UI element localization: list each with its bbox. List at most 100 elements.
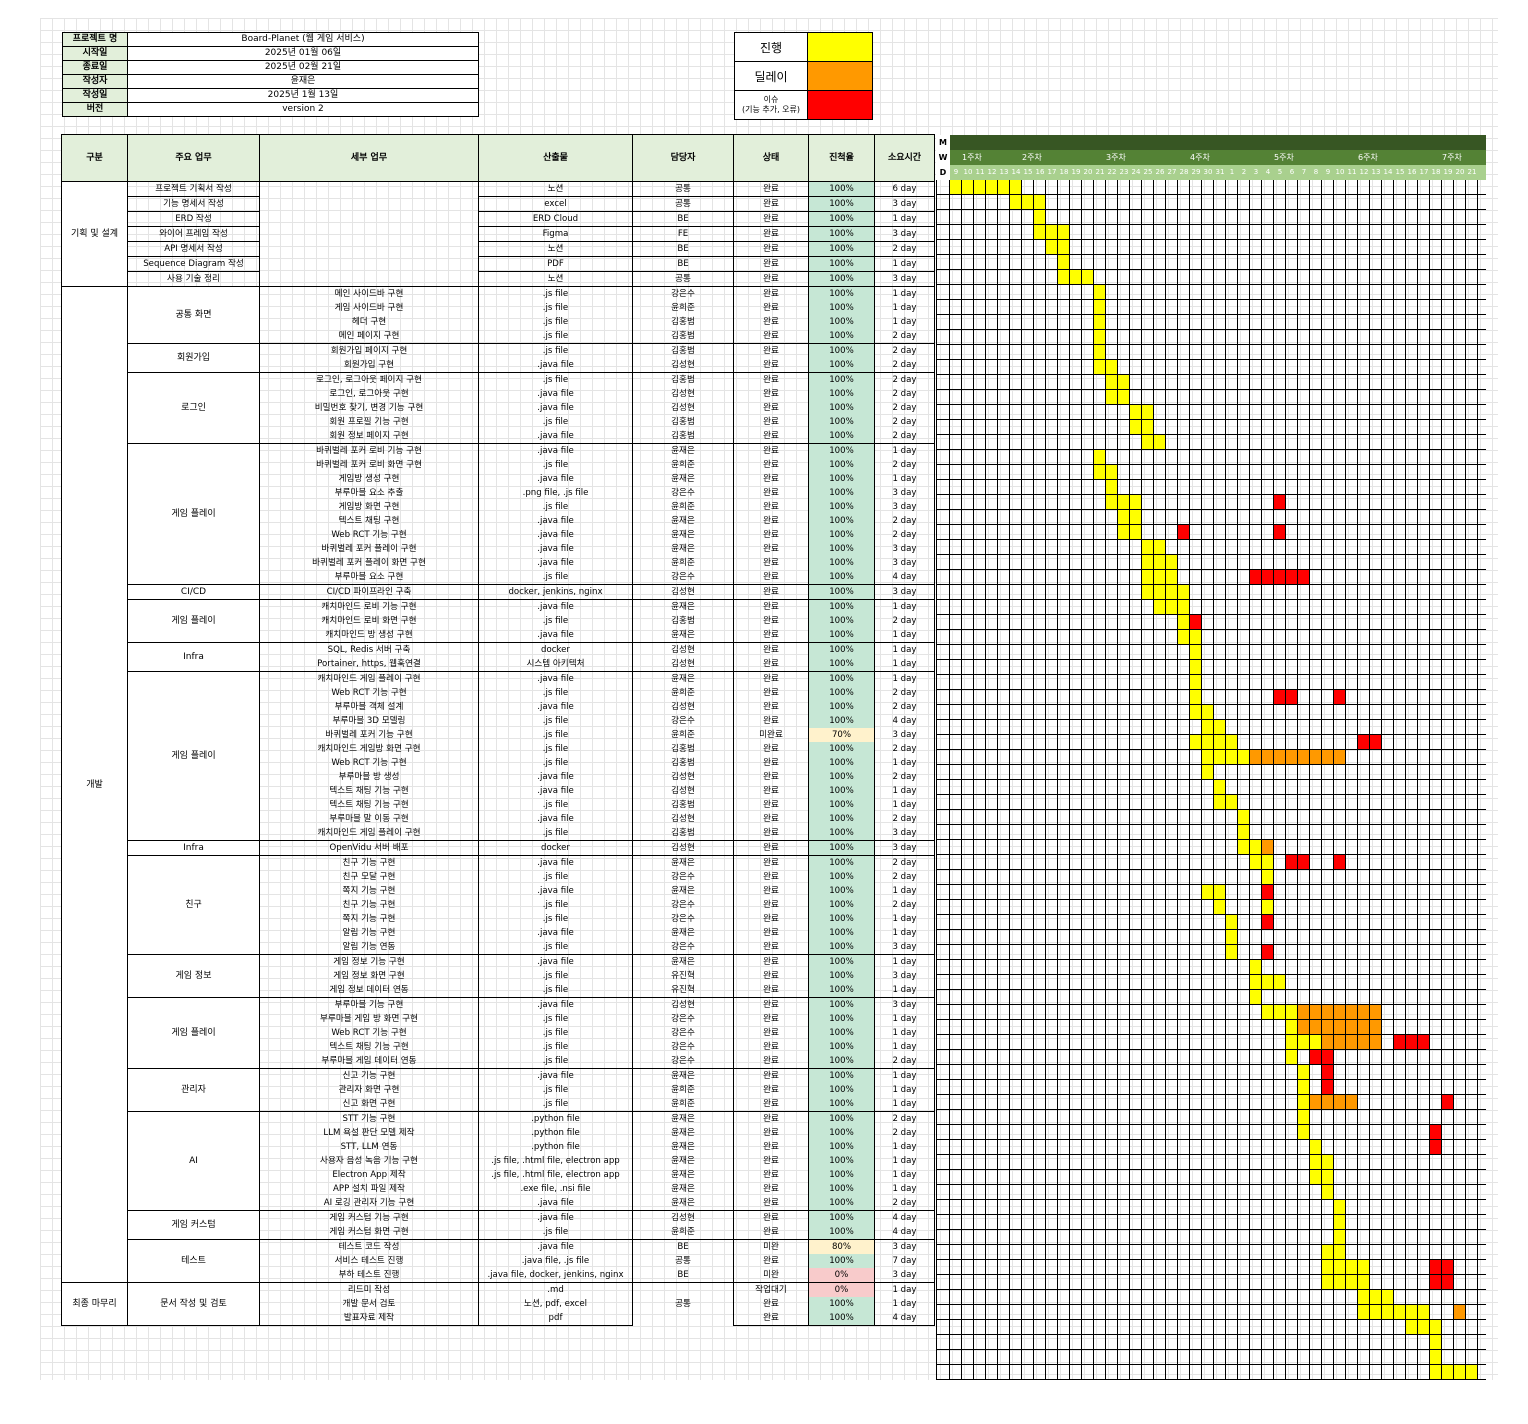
detail-task-cell[interactable]: 서비스 테스트 진행 — [259, 1254, 479, 1268]
progress-cell[interactable]: 100% — [808, 798, 875, 812]
gantt-bar[interactable] — [1310, 1140, 1322, 1154]
output-cell[interactable]: .js file, .html file, electron app — [478, 1168, 633, 1182]
hours-cell[interactable]: 2 day — [874, 870, 935, 884]
detail-task-cell[interactable]: STT, LLM 연동 — [259, 1140, 479, 1154]
detail-task-cell[interactable]: 캐치마인드 로비 화면 구현 — [259, 614, 479, 628]
gantt-bar[interactable] — [1190, 615, 1202, 629]
hours-cell[interactable]: 1 day — [874, 642, 935, 657]
output-cell[interactable]: .js file — [478, 728, 633, 742]
status-cell[interactable]: 완료 — [733, 714, 809, 728]
output-cell[interactable]: .js file — [478, 315, 633, 329]
output-cell[interactable]: .js file — [478, 870, 633, 884]
header-major-task[interactable]: 주요 업무 — [127, 134, 260, 182]
detail-task-cell[interactable]: 텍스트 채팅 기능 구현 — [259, 798, 479, 812]
detail-task-cell[interactable]: 친구 기능 구현 — [259, 898, 479, 912]
progress-cell[interactable]: 100% — [808, 401, 875, 415]
detail-task-cell[interactable]: 바퀴벌레 포커 플레이 구현 — [259, 542, 479, 556]
progress-cell[interactable]: 100% — [808, 570, 875, 585]
status-cell[interactable]: 미완 — [733, 1268, 809, 1283]
gantt-bar[interactable] — [1250, 990, 1262, 1004]
progress-cell[interactable]: 100% — [808, 1012, 875, 1026]
detail-task-cell[interactable]: 헤더 구현 — [259, 315, 479, 329]
owner-cell[interactable]: 강은수 — [632, 570, 734, 585]
owner-cell[interactable]: 김성현 — [632, 840, 734, 856]
progress-cell[interactable]: 100% — [808, 1225, 875, 1240]
gantt-bar[interactable] — [950, 180, 1022, 194]
gantt-bar[interactable] — [1310, 1050, 1334, 1064]
detail-task-cell[interactable]: 테스트 코드 작성 — [259, 1239, 479, 1254]
gantt-bar[interactable] — [1322, 1065, 1334, 1079]
major-task-cell[interactable]: 프로젝트 기획서 작성 — [127, 181, 260, 197]
output-cell[interactable]: .java file — [478, 556, 633, 570]
status-cell[interactable]: 완료 — [733, 196, 809, 212]
hours-cell[interactable]: 3 day — [874, 1268, 935, 1283]
detail-task-cell[interactable]: 메인 사이드바 구현 — [259, 286, 479, 301]
owner-cell[interactable]: 김홍범 — [632, 315, 734, 329]
gantt-bar[interactable] — [1106, 480, 1118, 494]
output-cell[interactable]: .js file — [478, 343, 633, 358]
detail-task-cell[interactable]: 부루마블 3D 모델링 — [259, 714, 479, 728]
owner-cell[interactable]: 김성현 — [632, 997, 734, 1012]
hours-cell[interactable]: 3 day — [874, 542, 935, 556]
hours-cell[interactable]: 1 day — [874, 983, 935, 998]
progress-cell[interactable]: 100% — [808, 983, 875, 998]
owner-cell[interactable]: 윤재은 — [632, 954, 734, 969]
progress-cell[interactable]: 100% — [808, 784, 875, 798]
legend-color-swatch[interactable] — [807, 90, 873, 120]
owner-cell[interactable]: 윤재은 — [632, 1154, 734, 1168]
info-key[interactable]: 버전 — [62, 102, 128, 117]
status-cell[interactable]: 완료 — [733, 181, 809, 197]
detail-task-cell[interactable]: 친구 기능 구현 — [259, 855, 479, 870]
gantt-bar[interactable] — [1298, 1020, 1382, 1034]
progress-cell[interactable]: 100% — [808, 286, 875, 301]
status-cell[interactable]: 완료 — [733, 926, 809, 940]
progress-cell[interactable]: 80% — [808, 1239, 875, 1254]
progress-cell[interactable]: 100% — [808, 556, 875, 570]
hours-cell[interactable]: 2 day — [874, 514, 935, 528]
owner-cell[interactable]: 김홍범 — [632, 415, 734, 429]
progress-cell[interactable]: 100% — [808, 256, 875, 272]
output-cell[interactable]: .js file — [478, 301, 633, 315]
status-cell[interactable]: 완료 — [733, 1210, 809, 1225]
hours-cell[interactable]: 3 day — [874, 196, 935, 212]
status-cell[interactable]: 완료 — [733, 1026, 809, 1040]
hours-cell[interactable]: 1 day — [874, 926, 935, 940]
status-cell[interactable]: 완료 — [733, 784, 809, 798]
gantt-bar[interactable] — [1106, 495, 1142, 509]
output-cell[interactable]: .js file — [478, 1097, 633, 1112]
detail-task-cell[interactable]: 부하 테스트 진행 — [259, 1268, 479, 1283]
progress-cell[interactable]: 100% — [808, 514, 875, 528]
status-cell[interactable]: 완료 — [733, 387, 809, 401]
gantt-bar[interactable] — [1322, 1245, 1346, 1259]
output-cell[interactable]: .js file — [478, 1026, 633, 1040]
hours-cell[interactable]: 2 day — [874, 429, 935, 444]
hours-cell[interactable]: 2 day — [874, 329, 935, 344]
gantt-bar[interactable] — [1214, 780, 1226, 794]
hours-cell[interactable]: 3 day — [874, 271, 935, 287]
status-cell[interactable]: 완료 — [733, 415, 809, 429]
status-cell[interactable]: 완료 — [733, 500, 809, 514]
output-cell[interactable]: .java file — [478, 472, 633, 486]
output-cell[interactable]: .js file — [478, 983, 633, 998]
owner-cell[interactable]: 윤희준 — [632, 556, 734, 570]
owner-cell[interactable]: 김성현 — [632, 358, 734, 373]
status-cell[interactable]: 완료 — [733, 1083, 809, 1097]
hours-cell[interactable]: 2 day — [874, 1196, 935, 1211]
status-cell[interactable]: 완료 — [733, 798, 809, 812]
owner-cell[interactable]: 윤희준 — [632, 500, 734, 514]
progress-cell[interactable]: 100% — [808, 329, 875, 344]
gantt-bar[interactable] — [1238, 840, 1262, 854]
detail-task-cell[interactable]: 회원가입 구현 — [259, 358, 479, 373]
header-hours[interactable]: 소요시간 — [874, 134, 935, 182]
progress-cell[interactable]: 0% — [808, 1282, 875, 1297]
gantt-bar[interactable] — [1298, 1080, 1310, 1094]
status-cell[interactable]: 완료 — [733, 1225, 809, 1240]
output-cell[interactable]: .java file — [478, 628, 633, 643]
owner-cell[interactable]: 강은수 — [632, 1040, 734, 1054]
gantt-bar[interactable] — [1322, 1035, 1382, 1049]
hours-cell[interactable]: 1 day — [874, 628, 935, 643]
output-cell[interactable]: .exe file, .nsi file — [478, 1182, 633, 1196]
hours-cell[interactable]: 1 day — [874, 286, 935, 301]
detail-task-cell[interactable]: 로그인, 로그아웃 페이지 구현 — [259, 372, 479, 387]
hours-cell[interactable]: 3 day — [874, 728, 935, 742]
